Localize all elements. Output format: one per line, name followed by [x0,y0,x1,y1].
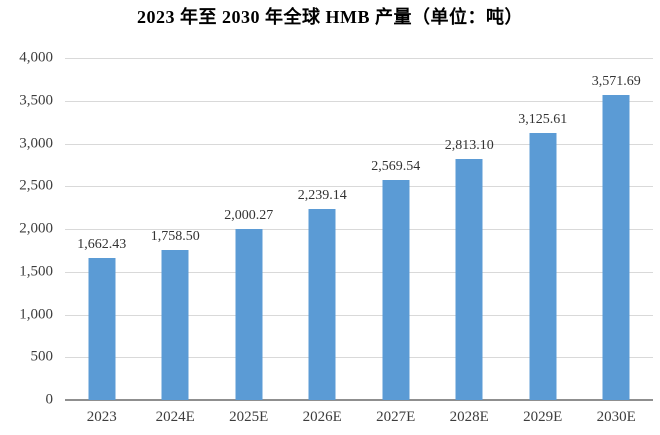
y-axis-tick-label: 3,500 [19,92,53,109]
bar-2025E [235,228,263,400]
bar-value-label-2023: 1,662.43 [77,236,127,252]
y-axis-tick-label: 1,000 [19,306,53,322]
y-axis-tick-label: 1,500 [19,263,53,280]
bar-2024E [161,249,189,400]
bar-value-label-2029E: 3,125.61 [518,111,568,127]
bar-2030E [602,94,630,400]
x-axis-tick-label-2027E: 2027E [376,409,416,425]
gridline [65,229,653,230]
bar-2023 [88,257,116,400]
bar-value-label-2024E: 1,758.50 [150,228,200,244]
plot-area [65,58,653,401]
y-axis-tick-label: 0 [45,391,54,408]
y-axis-tick-label: 2,500 [19,177,53,194]
x-axis-tick-label-2029E: 2029E [523,409,563,425]
bar-value-label-2027E: 2,569.54 [371,159,421,175]
x-axis-tick-label-2030E: 2030E [596,409,636,425]
bar-value-label-2030E: 3,571.69 [591,73,641,89]
x-axis-tick-label-2026E: 2026E [302,409,342,425]
gridline [65,314,653,316]
y-axis-tick-label: 2,000 [19,220,53,237]
gridline [65,186,653,188]
bar-2029E [529,132,557,400]
gridline [65,143,653,145]
bar-value-label-2028E: 2,813.10 [444,138,494,154]
y-axis-tick-label: 500 [30,348,54,365]
x-axis-line [65,399,653,401]
bar-value-label-2025E: 2,000.27 [224,207,274,223]
bar-2028E [455,159,483,400]
y-axis-tick-label: 3,000 [19,135,53,151]
gridline [65,58,653,59]
x-axis-tick-label-2025E: 2025E [229,409,269,425]
y-axis-tick-label: 4,000 [19,49,53,66]
x-axis-tick-label-2028E: 2028E [449,409,489,425]
gridline [65,100,653,102]
bar-2026E [308,208,336,400]
gridline [65,271,653,273]
x-axis-tick-label-2024E: 2024E [155,409,195,425]
bar-value-label-2026E: 2,239.14 [297,187,347,203]
x-axis-tick-label-2023: 2023 [86,409,117,425]
bar-2027E [382,180,410,400]
gridline [65,357,653,359]
chart-title: 2023 年至 2030 年全球 HMB 产量（单位：吨） [137,7,523,27]
